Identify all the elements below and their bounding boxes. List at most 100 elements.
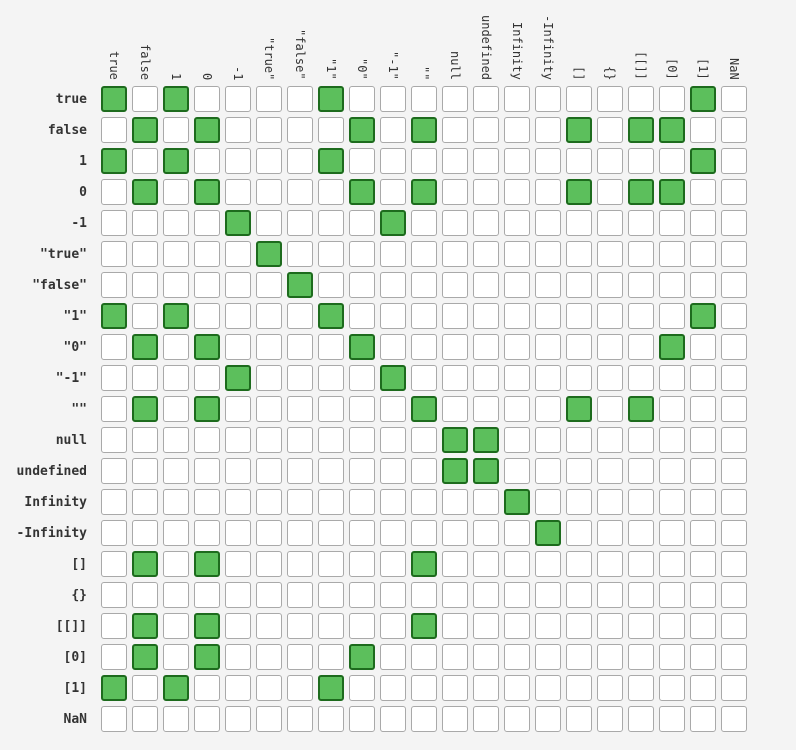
cell-not-equal (659, 241, 685, 267)
cell-not-equal (566, 551, 592, 577)
cell-not-equal (318, 272, 344, 298)
cell-not-equal (101, 613, 127, 639)
cell-not-equal (566, 210, 592, 236)
cell-not-equal (194, 706, 220, 732)
cell-not-equal (628, 551, 654, 577)
cell-not-equal (132, 675, 158, 701)
cell-not-equal (287, 210, 313, 236)
cell-not-equal (566, 613, 592, 639)
cell-not-equal (628, 334, 654, 360)
cell-not-equal (256, 303, 282, 329)
cell-not-equal (318, 365, 344, 391)
cell-equal (690, 86, 716, 112)
cell-not-equal (690, 458, 716, 484)
cell-equal (132, 117, 158, 143)
cell-not-equal (597, 86, 623, 112)
cell-equal (411, 551, 437, 577)
cell-not-equal (473, 489, 499, 515)
cell-not-equal (287, 644, 313, 670)
cell-not-equal (442, 520, 468, 546)
cell-not-equal (535, 458, 561, 484)
cell-equal (318, 148, 344, 174)
cell-not-equal (132, 86, 158, 112)
cell-not-equal (597, 427, 623, 453)
cell-not-equal (566, 458, 592, 484)
cell-not-equal (442, 117, 468, 143)
cell-not-equal (101, 272, 127, 298)
cell-equal (349, 644, 375, 670)
cell-not-equal (380, 706, 406, 732)
cell-equal (132, 613, 158, 639)
column-label: [0] (665, 58, 679, 80)
column-label: "0" (355, 58, 369, 80)
row-label: "false" (32, 278, 87, 293)
cell-not-equal (194, 675, 220, 701)
column-label: NaN (727, 58, 741, 80)
cell-not-equal (225, 334, 251, 360)
cell-not-equal (659, 148, 685, 174)
cell-not-equal (411, 272, 437, 298)
cell-not-equal (349, 241, 375, 267)
cell-not-equal (628, 241, 654, 267)
cell-not-equal (597, 272, 623, 298)
cell-not-equal (597, 148, 623, 174)
cell-not-equal (101, 334, 127, 360)
cell-not-equal (721, 489, 747, 515)
cell-not-equal (566, 489, 592, 515)
cell-not-equal (473, 582, 499, 608)
cell-not-equal (566, 86, 592, 112)
cell-not-equal (628, 613, 654, 639)
cell-not-equal (504, 396, 530, 422)
row-label: true (55, 92, 87, 107)
column-label: [1] (696, 58, 710, 80)
cell-not-equal (473, 706, 499, 732)
cell-not-equal (225, 179, 251, 205)
cell-not-equal (690, 520, 716, 546)
cell-equal (690, 148, 716, 174)
cell-not-equal (194, 427, 220, 453)
row-label: 1 (79, 154, 87, 169)
cell-not-equal (535, 644, 561, 670)
cell-not-equal (690, 365, 716, 391)
cell-not-equal (318, 613, 344, 639)
cell-equal (349, 179, 375, 205)
cell-not-equal (473, 644, 499, 670)
cell-not-equal (411, 675, 437, 701)
column-label: false (138, 44, 152, 81)
cell-not-equal (473, 334, 499, 360)
cell-not-equal (287, 551, 313, 577)
cell-not-equal (349, 303, 375, 329)
cell-not-equal (225, 582, 251, 608)
cell-equal (194, 334, 220, 360)
cell-not-equal (690, 582, 716, 608)
cell-not-equal (163, 520, 189, 546)
cell-not-equal (442, 396, 468, 422)
cell-not-equal (690, 241, 716, 267)
row-label: [1] (63, 681, 87, 696)
cell-not-equal (132, 148, 158, 174)
cell-not-equal (628, 148, 654, 174)
cell-equal (380, 210, 406, 236)
cell-not-equal (318, 427, 344, 453)
column-label: 0 (200, 73, 214, 81)
cell-not-equal (721, 210, 747, 236)
cell-not-equal (225, 303, 251, 329)
cell-not-equal (597, 644, 623, 670)
cell-equal (132, 644, 158, 670)
cell-not-equal (349, 272, 375, 298)
cell-not-equal (349, 551, 375, 577)
cell-not-equal (504, 613, 530, 639)
cell-not-equal (442, 334, 468, 360)
cell-equal (132, 396, 158, 422)
cell-equal (194, 179, 220, 205)
cell-not-equal (721, 117, 747, 143)
cell-not-equal (318, 706, 344, 732)
column-label: null (448, 51, 462, 80)
cell-not-equal (535, 613, 561, 639)
cell-not-equal (225, 148, 251, 174)
cell-not-equal (132, 272, 158, 298)
cell-not-equal (225, 86, 251, 112)
cell-equal (101, 148, 127, 174)
cell-not-equal (628, 86, 654, 112)
cell-not-equal (473, 396, 499, 422)
